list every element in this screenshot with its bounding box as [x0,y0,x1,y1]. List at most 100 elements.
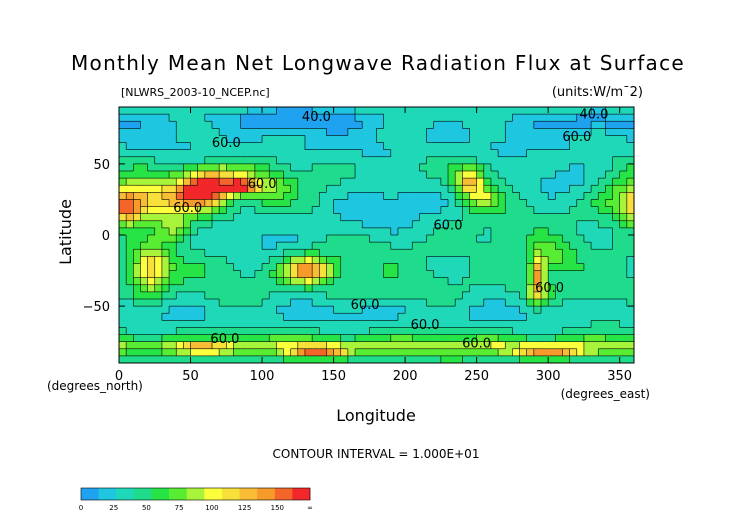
field-cell [319,320,327,328]
field-cell [490,256,499,264]
field-cell [254,291,263,300]
field-cell [254,107,263,115]
field-cell [290,185,299,193]
field-cell [390,227,399,236]
field-cell [197,235,206,243]
field-cell [190,270,199,279]
field-cell [512,128,520,136]
field-cell [526,348,535,357]
field-cell [283,249,292,257]
field-cell [269,284,277,293]
field-cell [533,199,542,207]
field-cell [383,142,392,151]
field-cell [262,313,270,321]
field-cell [119,227,127,236]
field-cell [555,199,563,207]
field-cell [562,299,571,307]
field-cell [605,156,613,165]
field-cell [505,178,513,186]
field-cell [269,249,277,257]
field-cell [433,199,442,207]
field-cell [297,135,306,143]
field-cell [161,107,170,115]
field-cell [598,291,606,300]
field-cell [526,235,535,243]
field-cell [369,128,377,136]
field-cell [512,199,520,207]
field-cell [383,185,392,193]
field-cell [247,341,256,350]
field-cell [397,114,406,122]
field-cell [476,341,485,350]
field-cell [154,291,163,300]
colorbar-swatch [133,488,152,500]
field-cell [483,171,492,179]
field-cell [119,348,127,357]
field-cell [576,199,585,207]
field-cell [462,185,470,193]
field-cell [626,121,635,129]
field-cell [505,227,513,236]
field-cell [426,242,435,250]
field-cell [183,277,191,286]
field-cell [276,270,284,279]
field-cell [204,227,213,236]
field-cell [412,235,420,243]
field-cell [548,114,556,122]
field-cell [362,327,370,335]
field-cell [355,249,363,257]
field-cell [219,135,227,143]
field-cell [383,135,392,143]
field-cell [376,107,385,115]
field-cell [133,128,141,136]
field-cell [498,270,506,279]
field-cell [326,263,334,271]
field-cell [161,320,170,328]
field-cell [197,355,206,364]
field-cell [161,171,170,179]
field-cell [498,142,506,151]
field-cell [569,156,578,165]
field-cell [233,135,241,143]
field-cell [355,121,363,129]
field-cell [290,242,299,250]
field-cell [240,121,249,129]
field-cell [340,299,349,307]
field-cell [583,156,592,165]
field-cell [483,256,492,264]
field-cell [626,199,635,207]
field-cell [204,235,213,243]
field-cell [219,249,227,257]
field-cell [576,156,585,165]
field-cell [541,213,549,222]
field-cell [161,284,170,293]
field-cell [498,341,506,350]
field-cell [619,135,628,143]
field-cell [576,263,585,271]
colorbar-tick-label: 150 [271,504,284,512]
field-cell [183,263,191,271]
field-cell [519,355,528,364]
field-cell [140,220,149,229]
field-cell [512,291,520,300]
field-cell [476,334,485,343]
field-cell [169,107,177,115]
field-cell [333,107,342,115]
field-cell [505,263,513,271]
field-cell [426,263,435,271]
field-cell [383,227,392,236]
field-cell [583,320,592,328]
field-cell [376,199,385,207]
field-cell [498,334,506,343]
field-cell [140,142,149,151]
field-cell [119,355,127,364]
field-cell [455,299,463,307]
field-cell [526,220,535,229]
field-cell [362,171,370,179]
field-cell [419,178,427,186]
field-cell [555,270,563,279]
field-cell [555,313,563,321]
field-cell [204,142,213,151]
field-cell [405,135,413,143]
field-cell [576,185,585,193]
